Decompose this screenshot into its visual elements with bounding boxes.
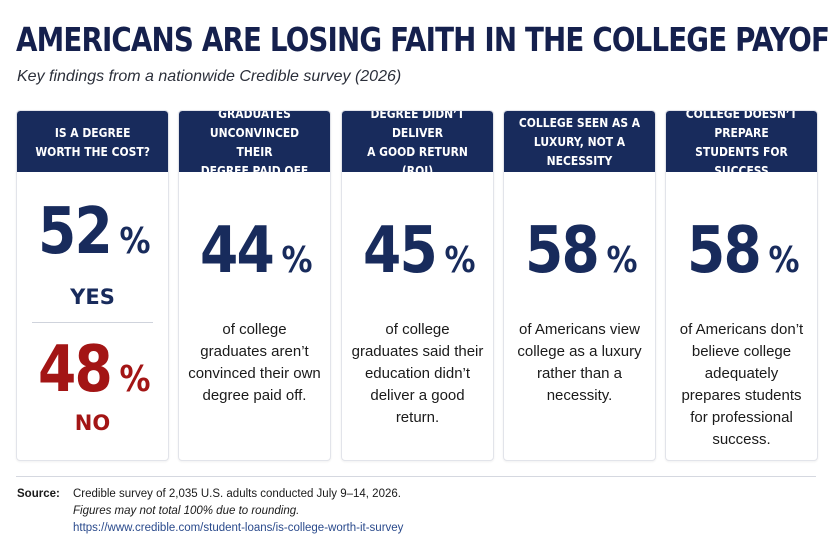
source-link[interactable]: https://www.credible.com/student-loans/i… (73, 522, 404, 534)
no-label: NO (74, 411, 111, 435)
page-subtitle: Key findings from a nationwide Credible … (17, 68, 402, 85)
findings-cards: IS A DEGREE WORTH THE COST? 52% YES 48% … (16, 110, 818, 461)
stat-value: 58 (686, 214, 762, 288)
card-header: COLLEGE SEEN AS A LUXURY, NOT A NECESSIT… (504, 111, 655, 172)
no-percentage: 48% (17, 333, 168, 407)
footer-divider (16, 476, 816, 477)
divider (32, 322, 153, 323)
percent-sign: % (606, 240, 638, 281)
stat-value: 44 (199, 214, 275, 288)
card-header: GRADUATES UNCONVINCED THEIR DEGREE PAID … (179, 111, 330, 178)
stat-percentage: 45% (342, 214, 493, 288)
percent-sign: % (281, 240, 313, 281)
card-college-luxury: COLLEGE SEEN AS A LUXURY, NOT A NECESSIT… (503, 110, 656, 461)
percent-sign: % (119, 221, 151, 262)
card-college-preparation: COLLEGE DOESN’T PREPARE STUDENTS FOR SUC… (665, 110, 818, 461)
card-degree-worth-cost: IS A DEGREE WORTH THE COST? 52% YES 48% … (16, 110, 169, 461)
percent-sign: % (444, 240, 476, 281)
yes-percentage: 52% (17, 195, 168, 269)
stat-description: of Americans view college as a luxury ra… (517, 321, 642, 404)
percent-sign: % (119, 359, 151, 400)
card-header: IS A DEGREE WORTH THE COST? (17, 111, 168, 172)
source-label: Source: (17, 488, 60, 500)
source-text: Credible survey of 2,035 U.S. adults con… (73, 488, 401, 500)
card-header-label: GRADUATES UNCONVINCED THEIR DEGREE PAID … (200, 110, 309, 178)
no-value: 48 (37, 333, 113, 407)
card-header-label: DEGREE DIDN’T DELIVER A GOOD RETURN (ROI… (367, 110, 468, 178)
rounding-note: Figures may not total 100% due to roundi… (73, 505, 300, 517)
stat-percentage: 58% (666, 214, 817, 288)
card-degree-roi: DEGREE DIDN’T DELIVER A GOOD RETURN (ROI… (341, 110, 494, 461)
percent-sign: % (768, 240, 800, 281)
card-header: COLLEGE DOESN’T PREPARE STUDENTS FOR SUC… (666, 111, 817, 178)
card-header: DEGREE DIDN’T DELIVER A GOOD RETURN (ROI… (342, 111, 493, 178)
stat-value: 58 (524, 214, 600, 288)
card-header-label: COLLEGE SEEN AS A LUXURY, NOT A NECESSIT… (518, 115, 641, 168)
page-title: AMERICANS ARE LOSING FAITH IN THE COLLEG… (16, 20, 829, 59)
stat-percentage: 44% (179, 214, 330, 288)
yes-value: 52 (37, 195, 113, 269)
card-header-label: IS A DEGREE WORTH THE COST? (35, 124, 150, 159)
card-graduates-unconvinced: GRADUATES UNCONVINCED THEIR DEGREE PAID … (178, 110, 331, 461)
stat-description: of Americans don’t believe college adequ… (679, 321, 804, 448)
stat-value: 45 (362, 214, 438, 288)
card-header-label: COLLEGE DOESN’T PREPARE STUDENTS FOR SUC… (685, 110, 798, 178)
stat-description: of college graduates said their educatio… (351, 321, 484, 426)
yes-label: YES (70, 285, 115, 309)
stat-description: of college graduates aren’t convinced th… (188, 321, 321, 404)
stat-percentage: 58% (504, 214, 655, 288)
source-lines: Credible survey of 2,035 U.S. adults con… (73, 486, 403, 537)
